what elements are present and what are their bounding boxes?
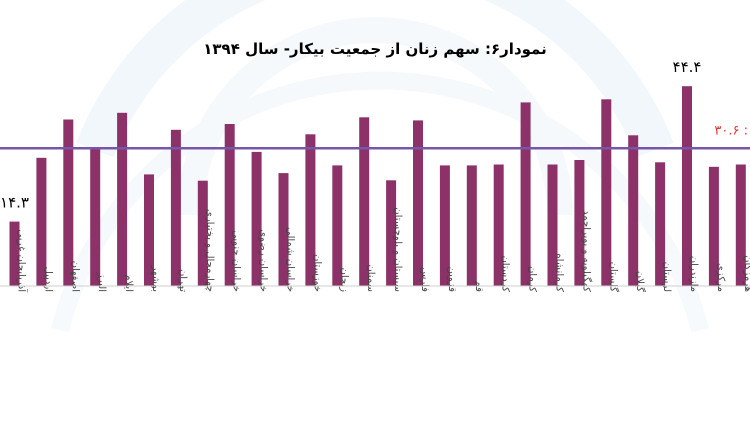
x-tick-label: خوزستان xyxy=(311,254,322,292)
bar-10 xyxy=(278,173,289,287)
x-tick-label: کردستان xyxy=(500,255,511,292)
x-tick-label: زنجان xyxy=(338,268,349,293)
bar-4 xyxy=(117,112,128,287)
chart-title: نمودار۶: سهم زنان از جمعیت بیکار- سال ۱۳… xyxy=(203,40,547,58)
reference-line-group: ۳۰.۶ : xyxy=(0,123,750,150)
x-tick-labels: آذربایجان غربی اردبیل اصفهان البرز ایلام بوشه… xyxy=(16,207,750,293)
bar-9 xyxy=(251,151,262,286)
x-tick-label: گیلان xyxy=(634,271,646,292)
x-tick-label: البرز xyxy=(96,272,107,292)
bar-12 xyxy=(332,165,343,286)
bars-group xyxy=(9,86,746,287)
bar-11 xyxy=(305,134,316,286)
x-tick-label: تهران xyxy=(177,269,188,292)
bar-20 xyxy=(547,164,558,286)
bar-2 xyxy=(63,119,74,286)
bar-13 xyxy=(359,117,370,287)
bar-1 xyxy=(36,157,47,287)
x-tick-label: هرمزگان xyxy=(742,255,750,292)
bar-22 xyxy=(601,99,612,287)
x-tick-label: کهگیلویه و بویراحمد xyxy=(580,210,592,292)
bar-24 xyxy=(655,162,666,287)
bar-18 xyxy=(493,164,504,286)
bar-7 xyxy=(197,180,208,286)
bar-14 xyxy=(386,180,397,287)
x-tick-label: مازندران xyxy=(688,256,699,292)
x-tick-label: خراسان رضوی xyxy=(258,229,269,292)
data-label: ۱۴.۳ xyxy=(0,194,29,212)
bar-3 xyxy=(90,147,101,286)
bar-21 xyxy=(574,160,585,286)
x-tick-label: خراسان شمالی xyxy=(285,227,296,292)
x-tick-label: اصفهان xyxy=(69,261,80,292)
bar-27 xyxy=(735,164,746,286)
bar-26 xyxy=(708,166,719,287)
data-label: ۴۴.۴ xyxy=(673,58,702,76)
x-tick-label: ایلام xyxy=(123,274,134,292)
bar-15 xyxy=(413,120,423,287)
x-tick-label: سمنان xyxy=(365,264,376,292)
x-tick-label: کرمانشاه xyxy=(554,253,565,292)
x-tick-label: کرمان xyxy=(527,266,538,292)
reference-line-label: ۳۰.۶ : xyxy=(714,123,748,138)
x-tick-label: آذربایجان غربی xyxy=(16,229,29,293)
bar-0 xyxy=(9,221,20,286)
bar-19 xyxy=(520,102,531,287)
bar-17 xyxy=(466,165,477,286)
x-tick-label: قزوین xyxy=(446,266,457,292)
bar-25 xyxy=(682,86,692,286)
x-tick-label: لرستان xyxy=(661,262,672,292)
bar-23 xyxy=(628,135,639,287)
x-tick-label: مرکزی xyxy=(715,263,726,292)
bar-16 xyxy=(439,165,450,286)
x-tick-label: خراسان جنوبی xyxy=(231,230,242,292)
x-tick-label: چهارمحال و بختیاری xyxy=(204,209,215,292)
data-labels: ۱۴.۳ ۴۴.۴ xyxy=(0,58,701,211)
x-tick-label: فارس xyxy=(419,267,430,292)
x-tick-label: اردبیل xyxy=(42,267,53,292)
x-tick-label: بوشهر xyxy=(150,265,161,292)
bar-5 xyxy=(144,174,154,286)
bar-8 xyxy=(224,124,235,286)
bar-6 xyxy=(170,129,181,286)
x-tick-label: گلستان xyxy=(607,262,619,293)
x-tick-label: سیستان و بلوچستان xyxy=(392,207,403,292)
